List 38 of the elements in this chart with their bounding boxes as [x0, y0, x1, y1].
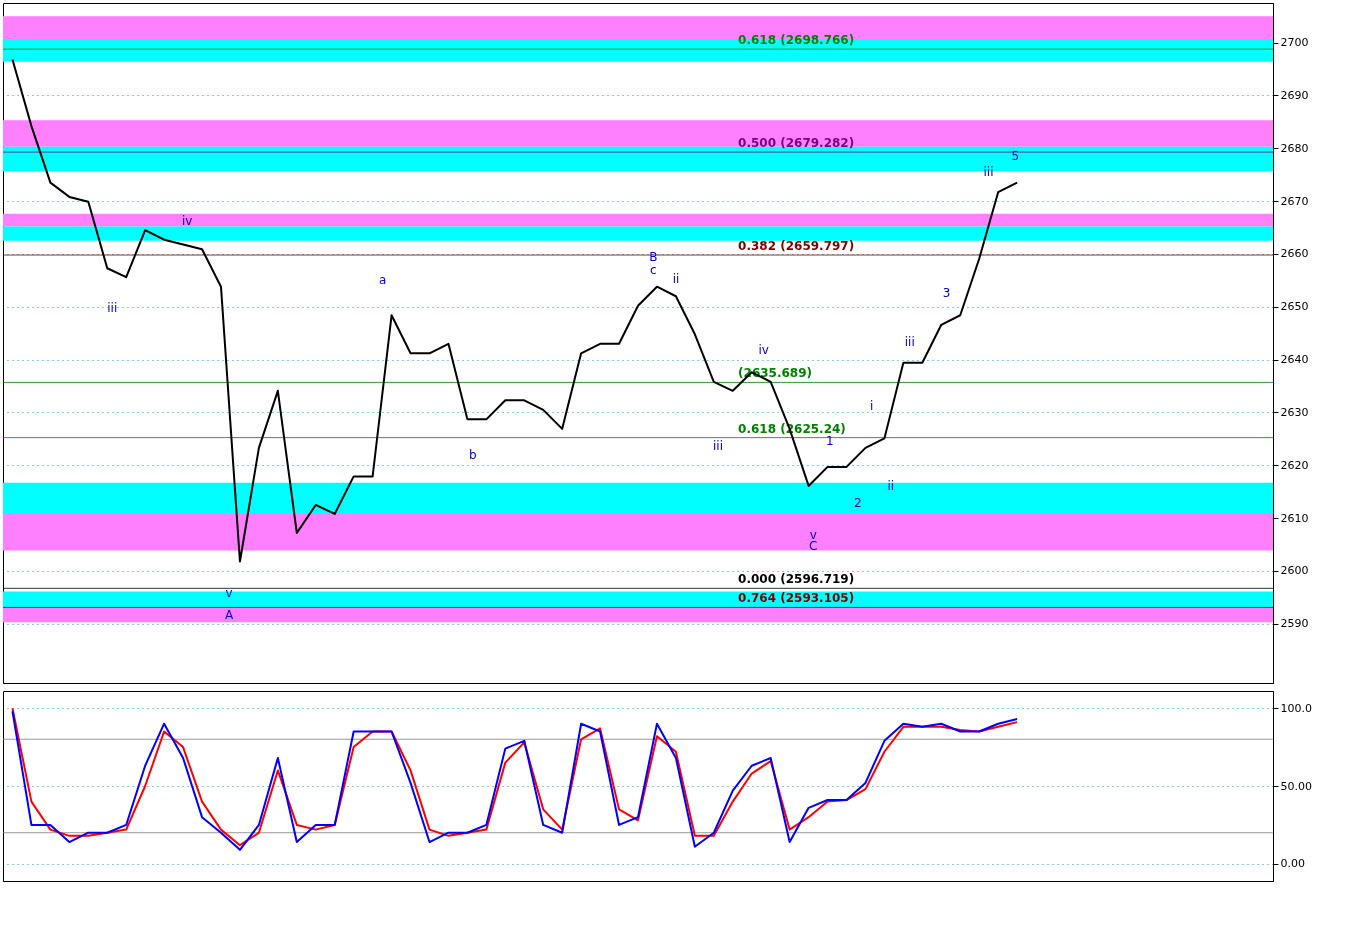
annotation: v [809, 527, 817, 542]
annotation: 3 [942, 286, 951, 301]
y-tick-label: 2630 [1280, 405, 1309, 419]
y-tick-label: 2680 [1280, 141, 1309, 155]
ref-line-label: 0.764 (2593.105) [738, 591, 855, 606]
annotation: b [469, 448, 477, 463]
ref-line-label: 0.500 (2679.282) [738, 136, 855, 151]
ref-line-label: 0.000 (2596.719) [738, 572, 855, 587]
annotation: iv [181, 213, 193, 228]
y-tick-label: 2590 [1280, 617, 1309, 631]
annotation: i [870, 399, 874, 414]
y-tick-label: 2610 [1280, 511, 1309, 525]
y-tick-label: 2700 [1280, 36, 1309, 50]
annotation: 2 [853, 495, 862, 510]
y-tick-label: 2600 [1280, 564, 1309, 578]
y-tick-label: 2690 [1280, 88, 1309, 102]
y-tick-label: 0.00 [1280, 857, 1305, 871]
y-tick-label: 2650 [1280, 300, 1309, 314]
annotation: 5 [1011, 149, 1020, 163]
annotation: B [649, 249, 658, 264]
annotation: iii [107, 300, 118, 315]
y-tick-label: 2670 [1280, 194, 1309, 208]
y-tick-label: 2640 [1280, 353, 1309, 367]
annotation: iii [713, 438, 724, 453]
ref-line-label: 0.382 (2659.797) [738, 239, 855, 254]
annotation: iii [904, 334, 915, 349]
annotation: a [379, 273, 387, 288]
y-tick-label: 2660 [1280, 247, 1309, 261]
annotation: C [809, 539, 818, 554]
y-tick-label: 50.00 [1280, 779, 1312, 793]
y-tick-label: 100.0 [1280, 701, 1312, 715]
annotation: c [649, 262, 657, 277]
annotation: iv [758, 342, 769, 357]
y-tick-label: 2620 [1280, 458, 1309, 472]
annotation: ii [672, 272, 680, 287]
annotation: A [224, 608, 234, 622]
annotation: 1 [825, 433, 834, 448]
annotation: ii [887, 478, 895, 493]
